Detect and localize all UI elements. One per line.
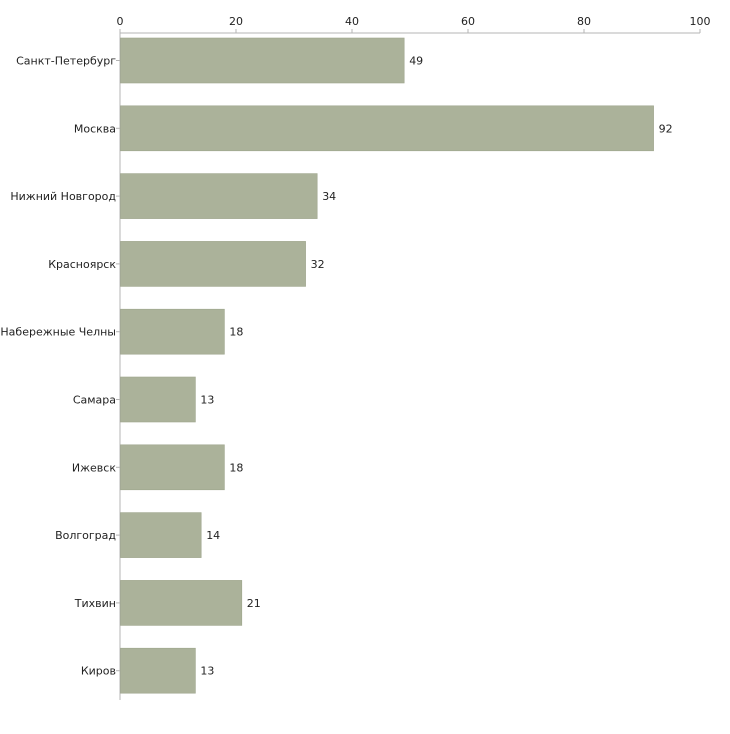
bar: [120, 241, 306, 287]
x-tick-label: 100: [690, 15, 711, 28]
bar: [120, 444, 225, 491]
value-label: 92: [659, 122, 673, 135]
bar: [120, 105, 654, 152]
value-label: 18: [229, 326, 243, 339]
labels: 0 20 40 60 80 100 Санкт-Петербург 49 Москва 92 Ниж…: [0, 15, 710, 678]
axes: [116, 29, 701, 700]
category-label: Киров: [81, 665, 116, 678]
bar: [120, 580, 243, 626]
value-label: 21: [247, 597, 261, 610]
value-label: 14: [206, 529, 220, 542]
value-label: 49: [409, 55, 423, 68]
bars: [120, 37, 654, 694]
bar: [120, 376, 196, 423]
bar: [120, 173, 318, 219]
category-label: Красноярск: [48, 258, 116, 271]
category-label: Санкт-Петербург: [16, 55, 116, 68]
category-label: Тихвин: [74, 597, 116, 610]
category-label: Нижний Новгород: [10, 190, 116, 203]
bar: [120, 647, 196, 694]
value-label: 32: [311, 258, 325, 271]
x-tick-label: 60: [461, 15, 475, 28]
value-label: 13: [200, 665, 214, 678]
x-tick-label: 20: [229, 15, 243, 28]
category-label: Волгоград: [55, 529, 116, 542]
x-tick-label: 40: [345, 15, 359, 28]
bar: [120, 308, 225, 355]
value-label: 34: [322, 190, 336, 203]
category-label: Самара: [73, 394, 116, 407]
value-label: 13: [200, 394, 214, 407]
x-tick-label: 80: [577, 15, 591, 28]
value-label: 18: [229, 461, 243, 474]
x-tick-label: 0: [117, 15, 124, 28]
category-label: Ижевск: [72, 461, 116, 474]
category-label: Москва: [74, 122, 116, 135]
bar: [120, 512, 202, 558]
bar: [120, 37, 405, 84]
category-label: Набережные Челны: [0, 326, 116, 339]
